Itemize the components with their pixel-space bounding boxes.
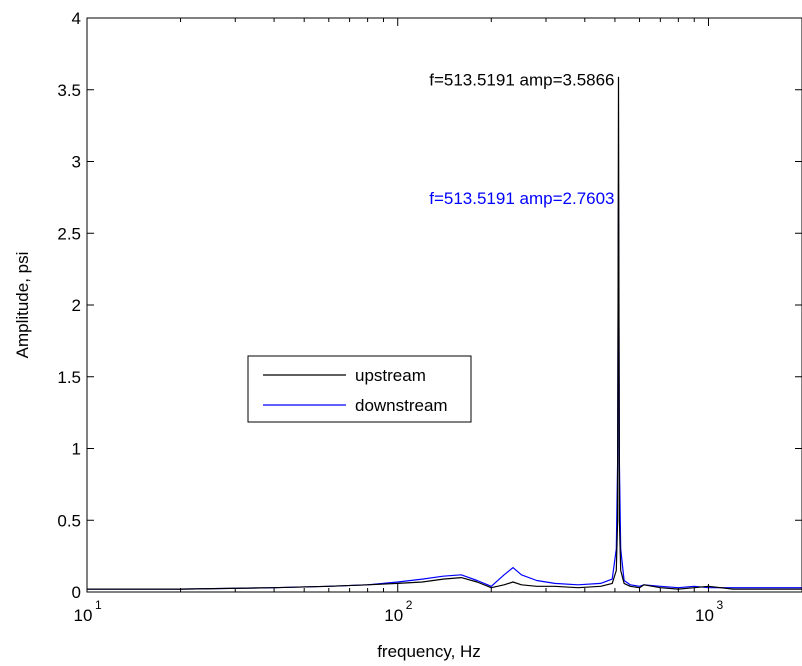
legend-label-downstream: downstream: [355, 396, 448, 415]
series-line-downstream: [87, 195, 802, 590]
y-tick-label: 4: [72, 9, 81, 28]
legend[interactable]: upstream downstream: [247, 355, 472, 423]
peak-annotation-1: f=513.5191 amp=3.5866: [429, 70, 614, 89]
x-tick-exponent: 2: [406, 598, 413, 612]
x-tick-exponent: 1: [95, 598, 102, 612]
y-tick-label: 1: [72, 440, 81, 459]
x-tick-label: 10: [695, 606, 714, 625]
series-layer: [87, 76, 802, 590]
y-tick-label: 1.5: [57, 368, 81, 387]
x-axis-label: frequency, Hz: [377, 642, 481, 661]
legend-box: [247, 355, 472, 423]
y-tick-label: 2.5: [57, 224, 81, 243]
y-tick-label: 3: [72, 153, 81, 172]
series-line-upstream: [87, 76, 802, 590]
y-tick-label: 0.5: [57, 511, 81, 530]
y-tick-label: 0: [72, 583, 81, 602]
y-tick-label: 2: [72, 296, 81, 315]
annotation-layer: f=513.5191 amp=3.5866 f=513.5191 amp=2.76…: [429, 70, 614, 208]
peak-annotation-2: f=513.5191 amp=2.7603: [429, 189, 614, 208]
legend-label-upstream: upstream: [355, 366, 426, 385]
x-tick-label: 10: [74, 606, 93, 625]
y-tick-label: 3.5: [57, 81, 81, 100]
x-tick-label: 10: [384, 606, 403, 625]
x-tick-exponent: 3: [716, 598, 723, 612]
y-axis-label: Amplitude, psi: [13, 252, 32, 359]
